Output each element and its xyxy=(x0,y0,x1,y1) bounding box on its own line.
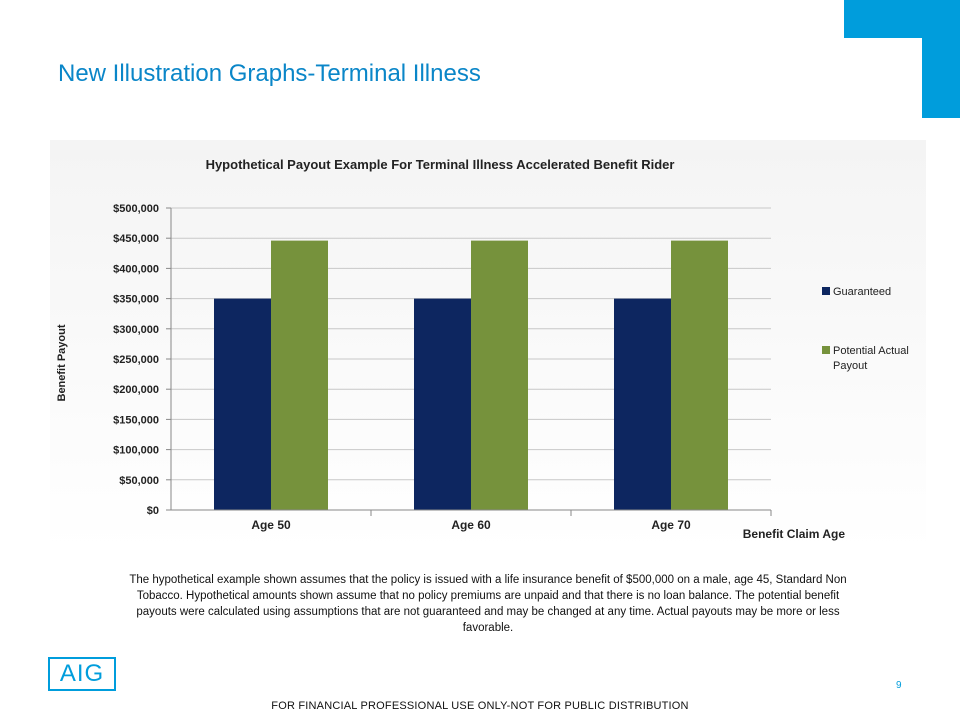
y-tick-label: $350,000 xyxy=(113,294,159,306)
bar-guaranteed xyxy=(414,298,471,510)
footer-notice: FOR FINANCIAL PROFESSIONAL USE ONLY-NOT … xyxy=(271,700,689,712)
page-number: 9 xyxy=(896,680,902,691)
legend-swatch xyxy=(822,346,830,354)
legend-label: Potential Actual xyxy=(833,345,909,357)
chart-svg: $0 $50,000 $100,000 $150,000 $200,000 $250,00… xyxy=(50,140,926,552)
y-tick-label: $200,000 xyxy=(113,384,159,396)
y-tick-label: $300,000 xyxy=(113,324,159,336)
y-tick-label: $50,000 xyxy=(119,475,159,487)
bar-potential-actual-payout xyxy=(471,240,528,510)
page-title: New Illustration Graphs-Terminal Illness xyxy=(58,60,481,87)
bar-potential-actual-payout xyxy=(271,240,328,510)
bar-guaranteed xyxy=(214,298,271,510)
x-tick-label: Age 60 xyxy=(451,518,491,532)
y-tick-label: $0 xyxy=(147,505,159,517)
y-tick-label: $150,000 xyxy=(113,414,159,426)
disclaimer-text: The hypothetical example shown assumes t… xyxy=(129,574,847,634)
x-tick-label: Age 70 xyxy=(651,518,691,532)
corner-accent-block xyxy=(922,38,960,118)
y-tick-label: $400,000 xyxy=(113,263,159,275)
y-tick-label: $500,000 xyxy=(113,203,159,215)
legend-swatch xyxy=(822,287,830,295)
corner-accent-bar xyxy=(844,0,960,38)
legend-label: Guaranteed xyxy=(833,286,891,298)
aig-logo: AIG xyxy=(48,657,116,691)
bar-potential-actual-payout xyxy=(671,240,728,510)
y-tick-label: $100,000 xyxy=(113,445,159,457)
legend-label: Payout xyxy=(833,360,867,372)
x-axis-label: Benefit Claim Age xyxy=(743,527,846,541)
y-tick-label: $250,000 xyxy=(113,354,159,366)
x-tick-label: Age 50 xyxy=(251,518,291,532)
chart-title: Hypothetical Payout Example For Terminal… xyxy=(206,157,675,172)
y-axis-label: Benefit Payout xyxy=(56,324,68,401)
payout-chart: $0 $50,000 $100,000 $150,000 $200,000 $250,00… xyxy=(50,140,926,552)
y-tick-label: $450,000 xyxy=(113,233,159,245)
bar-guaranteed xyxy=(614,298,671,510)
